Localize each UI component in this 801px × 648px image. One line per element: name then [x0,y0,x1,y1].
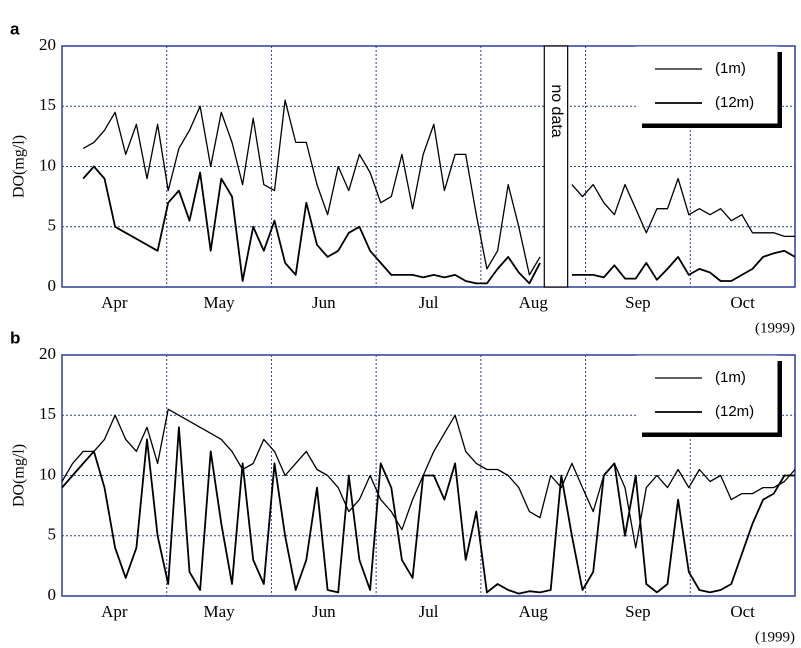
legend-label: (1m) [715,369,746,386]
y-tick-label: 5 [48,525,57,544]
legend-box [636,46,778,124]
x-tick-label: May [203,293,235,312]
y-tick-label: 0 [48,585,57,604]
x-tick-label: Sep [625,602,651,621]
legend-box [636,355,778,433]
legend-label: (12m) [715,403,754,420]
x-tick-label: Jun [312,602,336,621]
y-tick-label: 0 [48,276,57,295]
y-tick-label: 10 [39,464,56,483]
legend-label: (12m) [715,94,754,111]
x-tick-label: Oct [730,602,755,621]
y-tick-label: 20 [39,35,56,54]
legend-label: (1m) [715,60,746,77]
series-line [82,99,795,276]
y-tick-label: 20 [39,344,56,363]
x-tick-label: Jun [312,293,336,312]
y-tick-label: 15 [39,404,56,423]
y-axis-label: DO(mg/l) [11,444,28,507]
x-tick-label: Aug [519,602,549,621]
series-line [61,426,795,595]
x-note: (1999) [755,629,795,645]
x-tick-label: Apr [101,602,128,621]
x-tick-label: May [203,602,235,621]
x-tick-label: Jul [419,602,439,621]
x-tick-label: Oct [730,293,755,312]
y-tick-label: 10 [39,155,56,174]
panel-label: a [10,19,20,38]
x-tick-label: Sep [625,293,651,312]
y-tick-label: 15 [39,95,56,114]
x-tick-label: Apr [101,293,128,312]
no-data-box [543,45,569,288]
series-line [61,408,796,549]
x-note: (1999) [755,320,795,336]
x-tick-label: Jul [419,293,439,312]
annotation: no data [548,84,565,137]
panel-label: b [10,328,20,347]
y-tick-label: 5 [48,216,57,235]
series-line [82,165,796,285]
y-axis-label: DO(mg/l) [11,135,28,198]
x-tick-label: Aug [519,293,549,312]
plot-frame [61,45,796,288]
